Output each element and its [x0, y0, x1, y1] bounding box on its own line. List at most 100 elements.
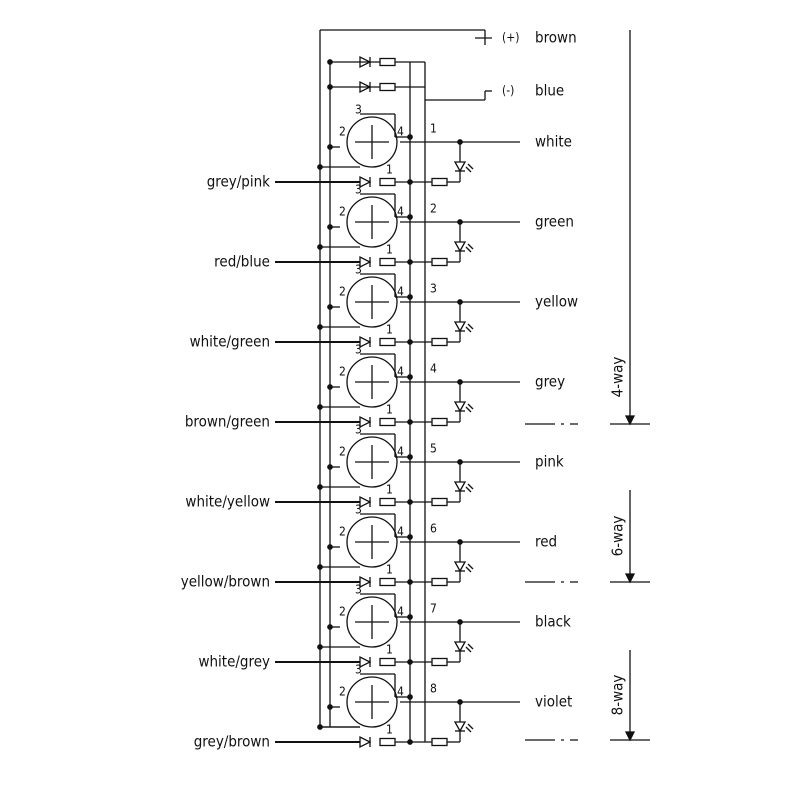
- pin-label: 4: [397, 525, 404, 539]
- junction: [407, 694, 413, 700]
- junction: [407, 499, 413, 505]
- junction: [327, 544, 333, 550]
- output-wire-label: grey: [535, 373, 565, 391]
- diode: [359, 655, 372, 669]
- junction: [327, 84, 333, 90]
- port-number: 4: [430, 362, 437, 376]
- junction: [327, 224, 333, 230]
- supply-sign: (+): [502, 31, 519, 45]
- pin-label: 3: [355, 343, 362, 357]
- pin-label: 3: [355, 583, 362, 597]
- resistor: [379, 177, 396, 187]
- input-wire-label: yellow/brown: [181, 573, 270, 591]
- pin-label: 1: [386, 163, 393, 177]
- pin-label: 3: [355, 103, 362, 117]
- wire: [465, 246, 472, 253]
- resistor: [379, 257, 396, 267]
- output-wire-label: yellow: [535, 293, 578, 311]
- port-number: 7: [430, 602, 437, 616]
- connector: [346, 116, 398, 168]
- pin-label: 4: [397, 605, 404, 619]
- arrow-head: [624, 573, 636, 584]
- junction: [407, 294, 413, 300]
- resistor: [431, 657, 448, 667]
- junction: [327, 144, 333, 150]
- diode: [359, 55, 372, 69]
- resistor: [379, 657, 396, 667]
- resistor: [431, 257, 448, 267]
- pin-label: 1: [386, 483, 393, 497]
- port-number: 3: [430, 282, 437, 296]
- pin-label: 4: [397, 205, 404, 219]
- diode: [359, 575, 372, 589]
- pin-label: 1: [386, 563, 393, 577]
- pin-label: 1: [386, 403, 393, 417]
- led: [453, 321, 467, 333]
- pin-label: 3: [355, 423, 362, 437]
- junction: [407, 419, 413, 425]
- variant-label: 8-way: [609, 675, 627, 716]
- resistor: [379, 737, 396, 747]
- diode: [359, 175, 372, 189]
- pin-label: 4: [397, 685, 404, 699]
- wire: [465, 566, 472, 573]
- diode: [359, 335, 372, 349]
- pin-label: 1: [386, 643, 393, 657]
- arrow-head: [624, 731, 636, 742]
- junction: [407, 339, 413, 345]
- pin-label: 2: [339, 525, 346, 539]
- junction: [407, 614, 413, 620]
- diode: [359, 415, 372, 429]
- junction: [327, 624, 333, 630]
- wire: [467, 323, 474, 330]
- junction: [327, 304, 333, 310]
- pin-label: 1: [386, 243, 393, 257]
- junction: [327, 464, 333, 470]
- pin-label: 4: [397, 285, 404, 299]
- junction: [407, 534, 413, 540]
- connector: [346, 436, 398, 488]
- led: [453, 161, 467, 173]
- wire: [465, 646, 472, 653]
- supply-wire-label: blue: [535, 82, 564, 100]
- diode: [359, 495, 372, 509]
- junction: [407, 214, 413, 220]
- pin-label: 3: [355, 503, 362, 517]
- input-wire-label: brown/green: [185, 413, 270, 431]
- wire: [465, 486, 472, 493]
- junction: [407, 739, 413, 745]
- resistor: [379, 497, 396, 507]
- wire: [467, 403, 474, 410]
- port-number: 8: [430, 682, 437, 696]
- junction: [327, 704, 333, 710]
- variant-label: 6-way: [609, 516, 627, 557]
- output-wire-label: white: [535, 133, 572, 151]
- junction: [407, 579, 413, 585]
- output-wire-label: black: [535, 613, 571, 631]
- led: [453, 641, 467, 653]
- output-wire-label: red: [535, 533, 557, 551]
- supply-sign: (-): [502, 84, 514, 98]
- input-wire-label: grey/pink: [207, 173, 270, 191]
- connector: [346, 676, 398, 728]
- resistor: [431, 177, 448, 187]
- junction: [407, 454, 413, 460]
- diode: [359, 735, 372, 749]
- wire: [467, 243, 474, 250]
- resistor: [431, 737, 448, 747]
- resistor: [379, 57, 396, 67]
- connector: [346, 596, 398, 648]
- wire: [465, 406, 472, 413]
- output-wire-label: green: [535, 213, 574, 231]
- pin-label: 4: [397, 125, 404, 139]
- port-number: 1: [430, 122, 437, 136]
- pin-label: 3: [355, 183, 362, 197]
- port-number: 5: [430, 442, 437, 456]
- pin-label: 1: [386, 323, 393, 337]
- led: [453, 241, 467, 253]
- pin-label: 2: [339, 125, 346, 139]
- pin-label: 3: [355, 663, 362, 677]
- wire: [467, 643, 474, 650]
- resistor: [431, 337, 448, 347]
